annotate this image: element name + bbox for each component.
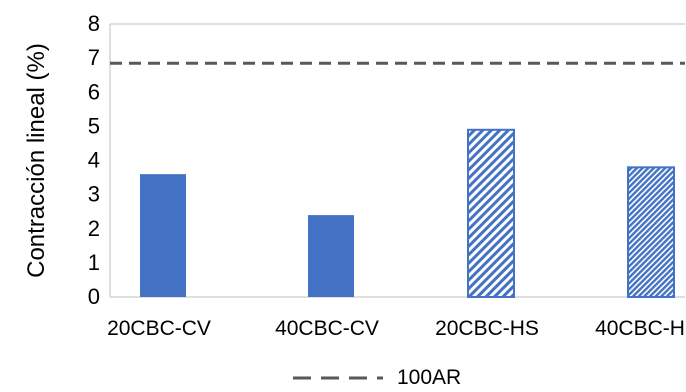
x-tick-label: 40CBC-HS xyxy=(595,317,686,340)
y-tick-label: 1 xyxy=(88,250,100,275)
bar-40cbc-cv xyxy=(308,215,354,297)
x-tick-label: 20CBC-CV xyxy=(107,317,211,340)
bar-20cbc-cv xyxy=(140,174,186,297)
y-tick-label: 3 xyxy=(88,182,100,207)
y-axis-title: Contracción lineal (%) xyxy=(23,43,50,278)
y-tick-label: 0 xyxy=(88,284,100,309)
x-tick-label: 40CBC-CV xyxy=(275,317,379,340)
y-tick-label: 6 xyxy=(88,79,100,104)
y-tick-label: 2 xyxy=(88,216,100,241)
y-tick-label: 8 xyxy=(88,11,100,36)
y-tick-label: 7 xyxy=(88,45,100,70)
legend-label-100ar: 100AR xyxy=(397,366,461,387)
y-tick-label: 5 xyxy=(88,113,100,138)
bar-40cbc-hs xyxy=(627,166,675,298)
y-tick-label: 4 xyxy=(88,148,100,173)
x-tick-label: 20CBC-HS xyxy=(435,317,539,340)
bar-20cbc-hs xyxy=(467,128,515,298)
